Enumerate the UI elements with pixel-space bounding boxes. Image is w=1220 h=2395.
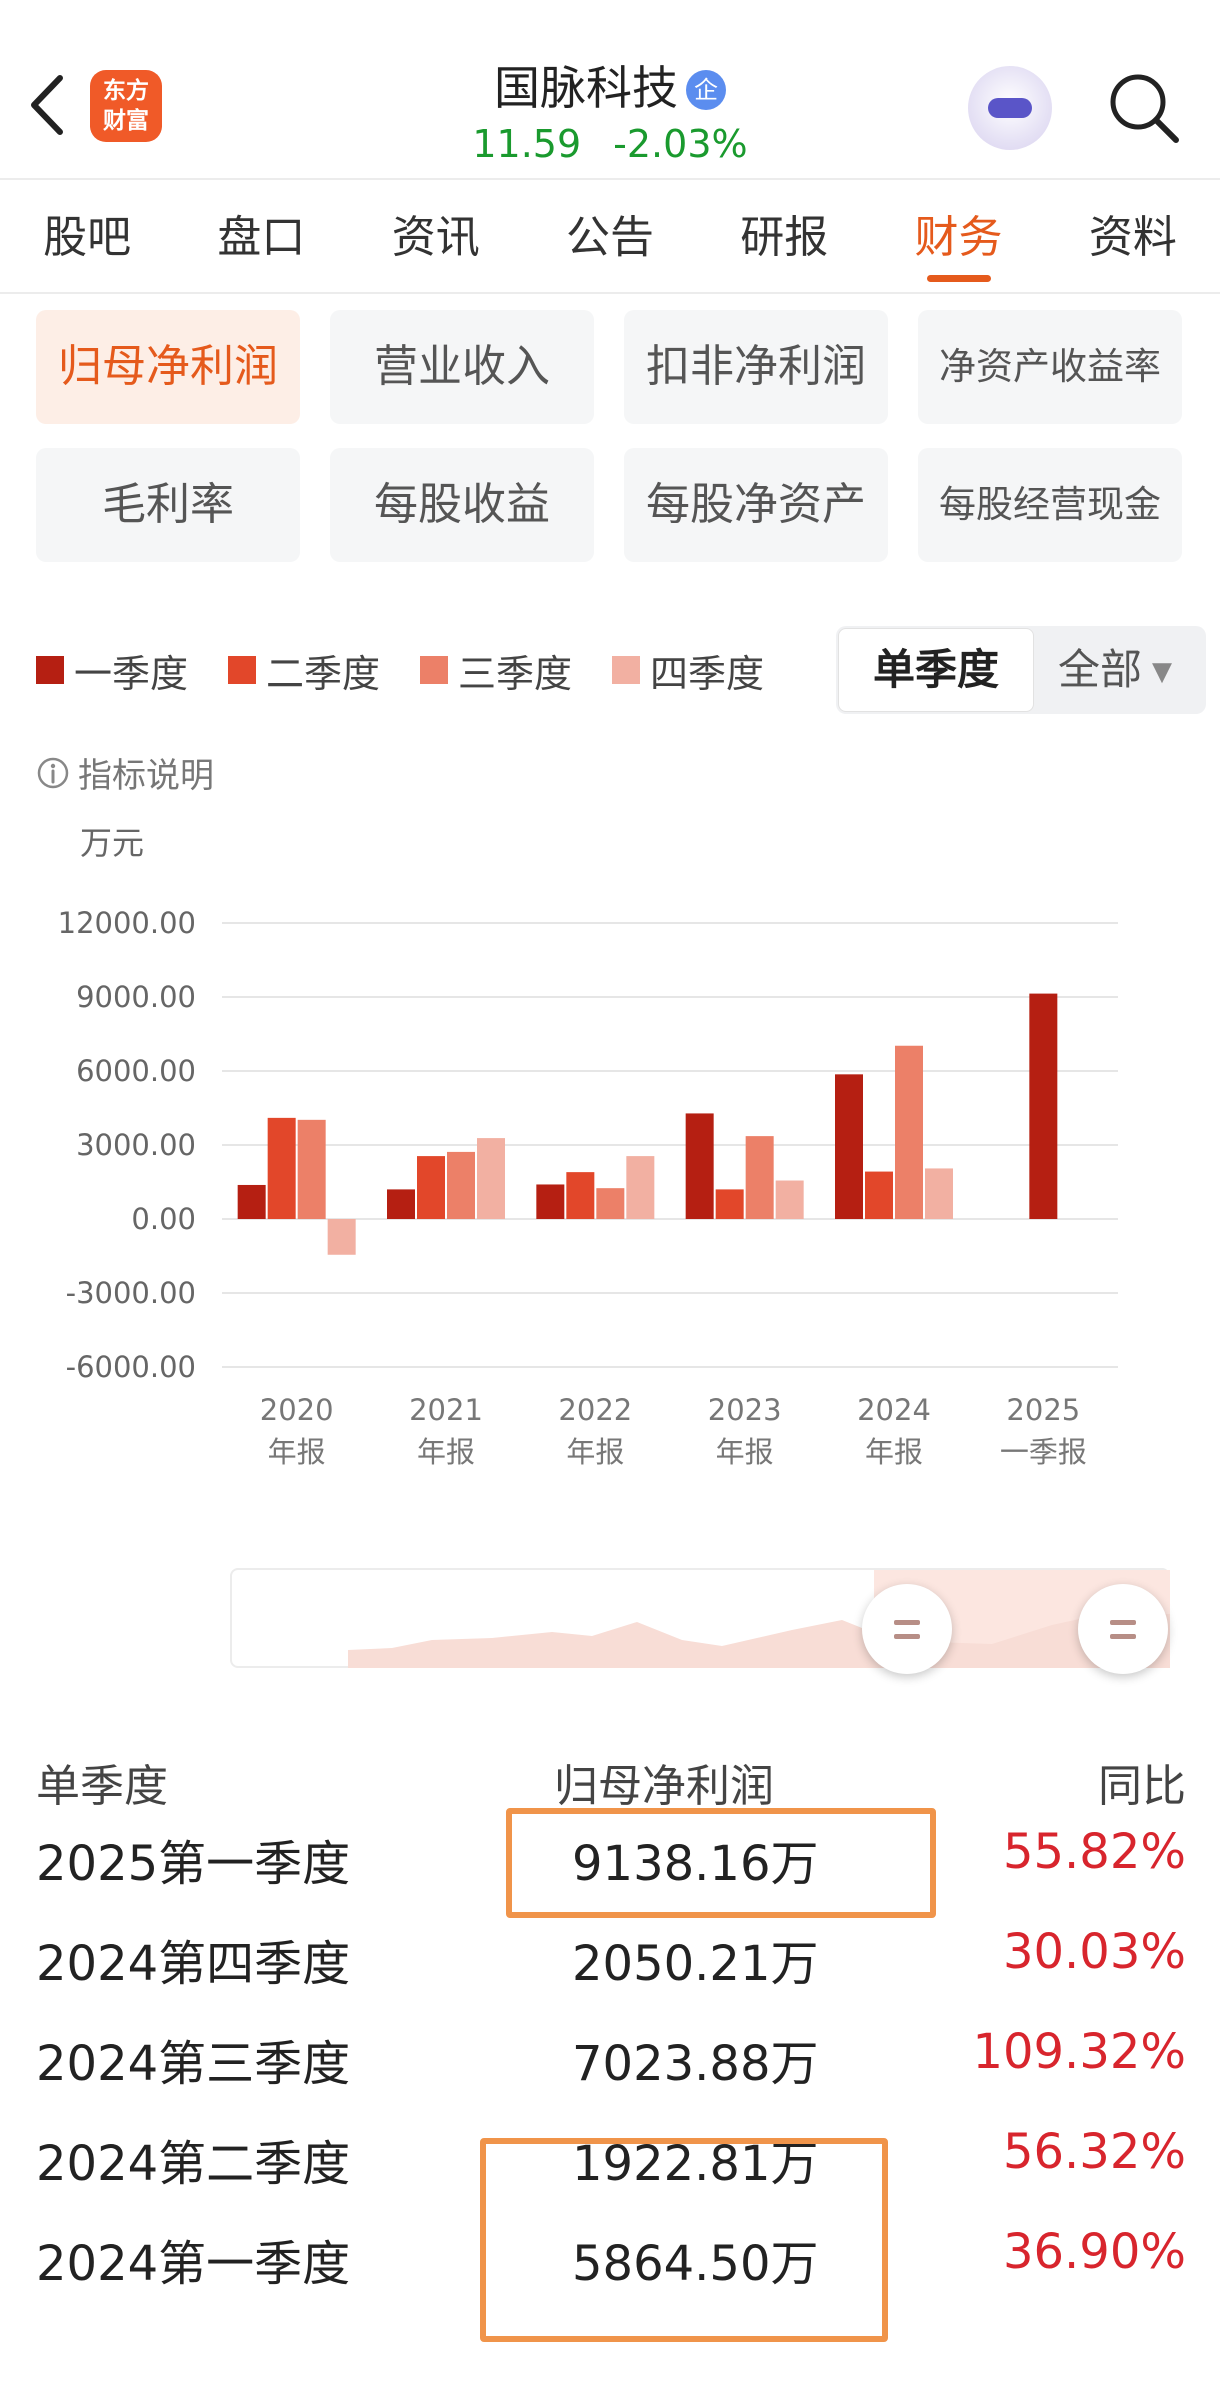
caret-down-icon: ▼ — [1152, 657, 1173, 687]
x-tick-label: 2025 — [1006, 1393, 1080, 1427]
bar-2023-q2[interactable] — [715, 1189, 744, 1219]
metric-gross-margin[interactable]: 毛利率 — [36, 448, 300, 562]
chart-legend: 一季度 二季度 三季度 四季度 — [36, 640, 804, 700]
legend-q4[interactable]: 四季度 — [612, 643, 764, 698]
stock-header: 东方 财富 国脉科技企 11.59 -2.03% — [0, 0, 1220, 180]
period-toggle: 单季度 全部 ▼ — [836, 626, 1206, 714]
metric-roe[interactable]: 净资产收益率 — [918, 310, 1182, 424]
bar-2021-q3[interactable] — [447, 1151, 475, 1219]
tab-research[interactable]: 研报 — [740, 212, 829, 263]
info-icon — [37, 757, 69, 788]
y-tick-label: 3000.00 — [76, 1128, 196, 1162]
net-profit-bar-chart: 万元 12000.00 9000.00 6000.00 3000.00 0.00 -300… — [58, 824, 1118, 1469]
highlight-box-2024q1q2 — [480, 2138, 888, 2342]
robot-assistant-avatar[interactable] — [968, 66, 1052, 150]
x-tick-label: 2023 — [708, 1393, 782, 1427]
app-logo: 东方 财富 — [90, 70, 162, 142]
x-tick-label: 2024 — [857, 1393, 931, 1427]
x-tick-label: 2021 — [409, 1393, 483, 1427]
legend-q1[interactable]: 一季度 — [36, 643, 188, 698]
bar-2022-q4[interactable] — [626, 1156, 655, 1219]
bar-2024-q4[interactable] — [925, 1168, 953, 1219]
y-tick-label: -6000.00 — [66, 1350, 196, 1384]
table-row[interactable]: 2024第四季度 2050.21万 30.03% — [36, 1924, 1186, 1992]
y-tick-label: 6000.00 — [76, 1054, 196, 1088]
tab-profile[interactable]: 资料 — [1088, 212, 1177, 263]
table-row[interactable]: 2025第一季度 9138.16万 55.82% — [36, 1824, 1186, 1892]
table-row[interactable]: 2024第二季度 1922.81万 56.32% — [36, 2124, 1186, 2192]
tab-news[interactable]: 资讯 — [391, 212, 480, 263]
metric-net-profit[interactable]: 归母净利润 — [36, 310, 300, 424]
enterprise-badge: 企 — [686, 70, 726, 110]
y-tick-label: 9000.00 — [76, 980, 196, 1014]
single-quarter-button[interactable]: 单季度 — [838, 628, 1034, 712]
x-tick-label: 2020 — [260, 1393, 334, 1427]
y-tick-label: 12000.00 — [58, 906, 196, 940]
x-tick-sublabel: 一季报 — [1000, 1435, 1087, 1469]
stock-price: 11.59 — [472, 122, 582, 166]
bar-2024-q1[interactable] — [835, 1074, 863, 1219]
bar-2022-q1[interactable] — [536, 1184, 565, 1219]
bar-2020-q1[interactable] — [237, 1184, 266, 1219]
table-row[interactable]: 2024第一季度 5864.50万 36.90% — [36, 2224, 1186, 2292]
bar-2021-q2[interactable] — [417, 1156, 445, 1219]
legend-q2[interactable]: 二季度 — [228, 643, 380, 698]
all-periods-dropdown[interactable]: 全部 ▼ — [1058, 645, 1173, 694]
bar-2023-q3[interactable] — [745, 1136, 774, 1219]
y-tick-label: -3000.00 — [66, 1276, 196, 1310]
tab-guba[interactable]: 股吧 — [43, 212, 132, 263]
bar-2022-q3[interactable] — [596, 1188, 625, 1219]
section-tabs: 股吧 盘口 资讯 公告 研报 财务 资料 — [0, 182, 1220, 294]
search-icon[interactable] — [1106, 70, 1182, 146]
x-tick-sublabel: 年报 — [417, 1435, 475, 1469]
stock-title: 国脉科技企 — [0, 52, 1220, 118]
metric-eps[interactable]: 每股收益 — [330, 448, 594, 562]
stock-name: 国脉科技 — [494, 61, 678, 115]
bar-2021-q4[interactable] — [477, 1138, 505, 1219]
stock-quote: 11.59 -2.03% — [0, 122, 1220, 166]
bar-2025-q1[interactable] — [1029, 993, 1058, 1219]
highlight-box-2025q1 — [506, 1808, 936, 1918]
y-tick-label: 0.00 — [131, 1202, 196, 1236]
time-range-slider[interactable] — [230, 1568, 1170, 1674]
tab-announcements[interactable]: 公告 — [565, 212, 654, 263]
x-tick-sublabel: 年报 — [716, 1435, 774, 1469]
metric-deducted-net-profit[interactable]: 扣非净利润 — [624, 310, 888, 424]
bar-2022-q2[interactable] — [566, 1172, 595, 1219]
x-tick-sublabel: 年报 — [268, 1435, 326, 1469]
range-overview-sparkline — [348, 1570, 1170, 1668]
header-yoy: 同比 — [1098, 1761, 1186, 1812]
x-tick-sublabel: 年报 — [566, 1435, 624, 1469]
bar-2023-q1[interactable] — [685, 1113, 714, 1219]
legend-q3[interactable]: 三季度 — [420, 643, 572, 698]
metric-ocf-per-share[interactable]: 每股经营现金 — [918, 448, 1182, 562]
bar-2020-q4[interactable] — [327, 1219, 356, 1255]
bar-2024-q2[interactable] — [865, 1171, 893, 1219]
stock-change: -2.03% — [613, 122, 748, 166]
header-period: 单季度 — [36, 1761, 168, 1812]
bar-2020-q2[interactable] — [267, 1117, 296, 1219]
bar-2021-q1[interactable] — [387, 1189, 415, 1219]
back-arrow-icon[interactable] — [24, 70, 68, 140]
y-axis-unit-label: 万元 — [80, 824, 144, 862]
x-tick-sublabel: 年报 — [865, 1435, 923, 1469]
range-start-handle[interactable] — [862, 1584, 952, 1674]
table-row[interactable]: 2024第三季度 7023.88万 109.32% — [36, 2024, 1186, 2092]
range-end-handle[interactable] — [1078, 1584, 1168, 1674]
header-net-profit: 归母净利润 — [554, 1761, 774, 1812]
metric-bvps[interactable]: 每股净资产 — [624, 448, 888, 562]
bar-2023-q4[interactable] — [775, 1180, 804, 1219]
metric-revenue[interactable]: 营业收入 — [330, 310, 594, 424]
indicator-info[interactable]: 指标说明 — [36, 748, 214, 797]
bar-2024-q3[interactable] — [895, 1045, 923, 1219]
bar-2020-q3[interactable] — [297, 1119, 326, 1219]
tab-pankou[interactable]: 盘口 — [217, 212, 306, 263]
tab-finance[interactable]: 财务 — [871, 182, 1045, 292]
x-tick-label: 2022 — [558, 1393, 632, 1427]
